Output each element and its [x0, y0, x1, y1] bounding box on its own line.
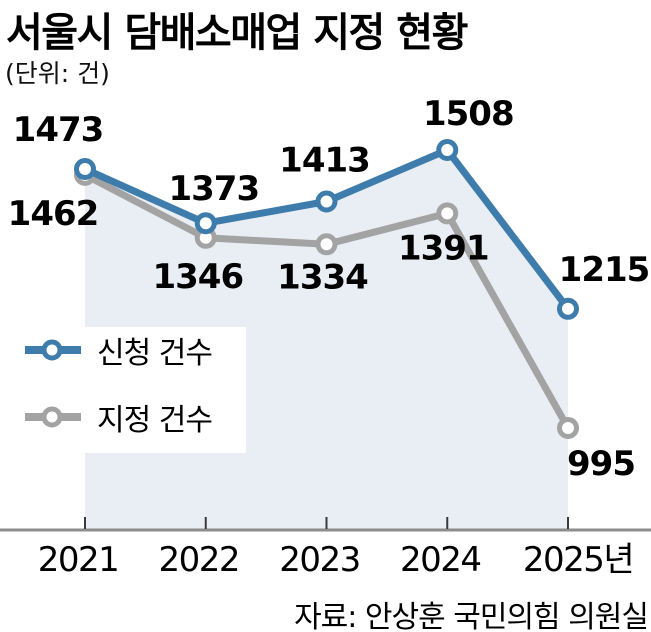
- x-axis-label: 2024: [400, 540, 481, 580]
- source-credit: 자료: 안상훈 국민의힘 의원실: [294, 600, 649, 632]
- data-point-designation-2025년: [557, 417, 579, 439]
- value-label: 1215: [559, 250, 650, 290]
- legend-item-application: 신청 건수: [22, 332, 213, 371]
- value-label: 1462: [8, 194, 99, 234]
- x-axis-label: 2025년: [523, 540, 633, 580]
- data-point-application-2025년: [557, 297, 579, 320]
- value-label: 1373: [168, 169, 259, 209]
- legend-label-application: 신청 건수: [97, 336, 213, 371]
- data-point-application-2023: [315, 190, 338, 213]
- chart-title: 서울시 담배소매업 지정 현황: [6, 10, 468, 56]
- legend-label-designation: 지정 건수: [97, 403, 213, 438]
- x-axis-label: 2023: [279, 540, 360, 580]
- value-label: 1413: [279, 141, 370, 181]
- x-axis-label: 2021: [38, 540, 119, 580]
- value-label: 1473: [13, 110, 104, 150]
- value-label: 1391: [398, 228, 489, 268]
- data-point-application-2024: [436, 139, 459, 161]
- data-point-designation-2023: [315, 233, 338, 256]
- legend-swatch-designation-icon: [25, 406, 81, 428]
- value-label: 1508: [423, 94, 514, 134]
- value-label: 1334: [277, 257, 368, 297]
- value-label: 995: [567, 444, 635, 484]
- legend-item-designation: 지정 건수: [22, 399, 213, 438]
- legend: 신청 건수 지정 건수: [0, 327, 246, 453]
- data-point-designation-2024: [436, 202, 459, 225]
- legend-swatch-application-icon: [25, 339, 81, 361]
- data-point-application-2022: [194, 212, 217, 235]
- unit-label: (단위: 건): [5, 59, 110, 88]
- value-label: 1346: [152, 257, 243, 297]
- data-point-application-2021: [74, 158, 96, 180]
- x-axis-label: 2022: [158, 540, 239, 580]
